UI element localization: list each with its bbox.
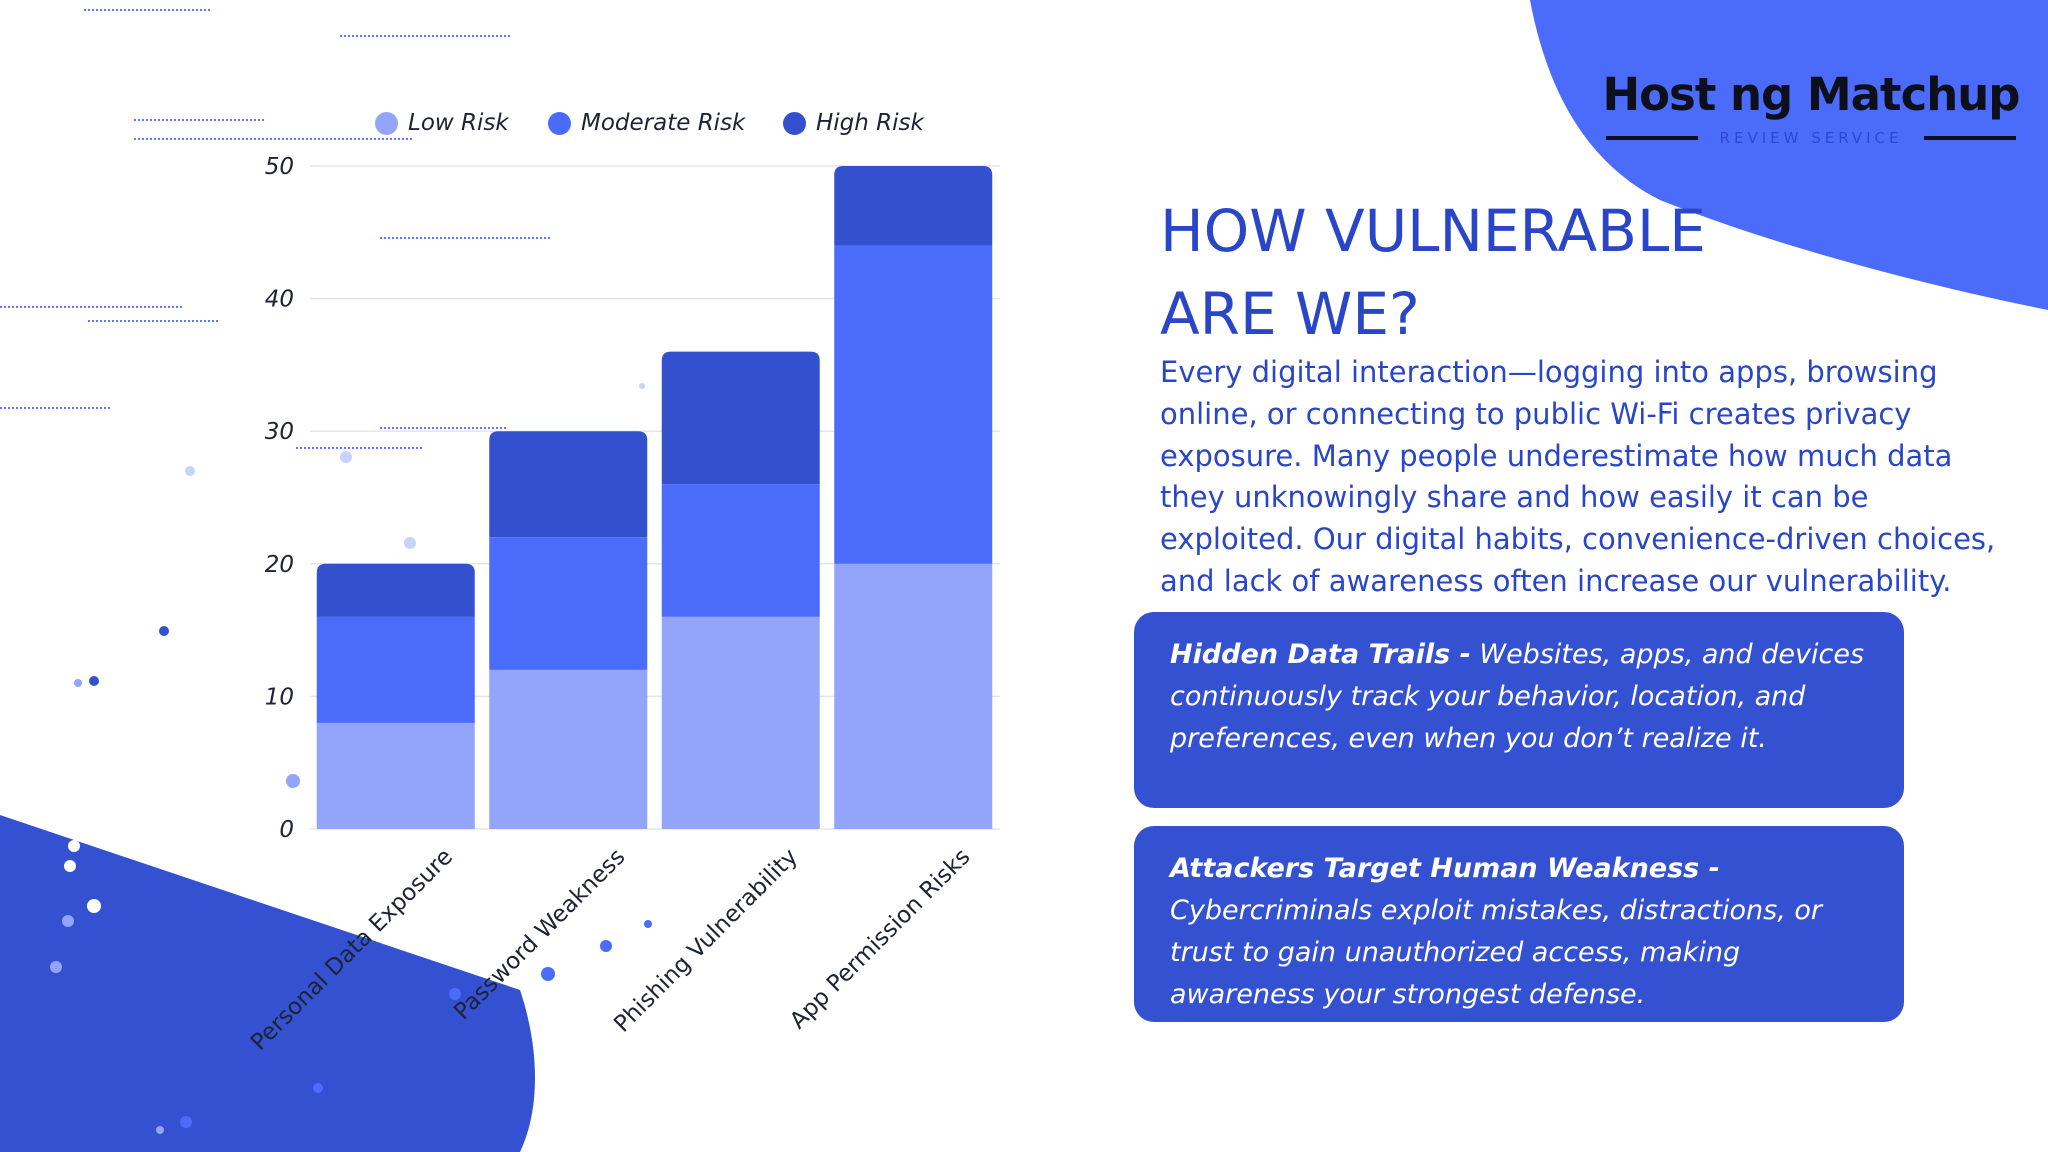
bar-segment-high-risk [489,431,648,538]
logo-rule-left [1605,136,1698,140]
stacked-bar-chart: 0 10 20 30 40 50 Personal Data ExposurePasswo… [246,154,1000,1056]
bar-segment-moderate-risk [489,537,648,670]
card-title: Attackers Target Human Weakness - [1170,853,1720,884]
legend-label: High Risk [816,110,924,136]
x-category-label: Personal Data Exposure [246,844,458,1056]
legend-label: Low Risk [408,110,509,136]
legend-item: Moderate Risk [548,110,745,136]
scatter-dots [50,383,652,1134]
bar-segment-low-risk [489,669,648,829]
title-line-1: HOW VULNERABLE [1160,197,1706,265]
logo-name: Host ng Matchup [1602,68,2020,121]
bar-segment-moderate-risk [316,616,475,723]
legend-item: Low Risk [375,110,509,136]
card-title: Hidden Data Trails - [1170,639,1471,670]
y-tick-label: 10 [265,684,294,710]
x-category-label: Phishing Vulnerability [609,844,803,1038]
bar-segment-moderate-risk [834,245,993,564]
title-line-2: ARE WE? [1160,280,1420,348]
bottom-left-blob [0,815,535,1152]
bar-segment-high-risk [316,563,475,617]
y-axis-ticks: 0 10 20 30 40 50 [265,154,294,843]
brand-logo: Host ng Matchup REVIEW SERVICE [1596,68,2026,147]
x-category-label: Password Weakness [449,844,630,1025]
bar-segment-high-risk [661,351,820,485]
bars [316,166,993,829]
intro-paragraph: Every digital interaction—logging into a… [1160,355,1996,598]
card-body: Websites, apps, and devices continuously… [1170,639,1865,754]
bar-segment-low-risk [661,616,820,829]
legend-swatch [375,111,398,135]
legend-swatch [548,111,571,135]
logo-tagline: REVIEW SERVICE [1719,129,1903,147]
page-title: HOW VULNERABLE ARE WE? [1160,190,1720,356]
dotted-lines [0,9,550,449]
info-card-human-weakness: Attackers Target Human Weakness - Cyberc… [1134,826,1904,1022]
bar-segment-high-risk [834,166,993,246]
y-tick-label: 50 [265,154,294,180]
legend-swatch [783,111,806,135]
y-tick-label: 30 [265,419,294,445]
bar-segment-low-risk [316,722,475,829]
y-tick-label: 20 [265,552,294,578]
bar-segment-low-risk [834,563,993,829]
x-category-label: App Permission Risks [785,844,975,1034]
y-tick-label: 40 [265,287,294,313]
card-body: Cybercriminals exploit mistakes, distrac… [1170,895,1822,1010]
top-right-blob [1530,0,2048,310]
legend-item: High Risk [783,110,924,136]
logo-rule-right [1924,136,2017,140]
y-tick-label: 0 [279,817,294,843]
bar-segment-moderate-risk [661,484,820,617]
info-card-hidden-data: Hidden Data Trails - Websites, apps, and… [1134,612,1904,808]
legend-label: Moderate Risk [581,110,746,136]
